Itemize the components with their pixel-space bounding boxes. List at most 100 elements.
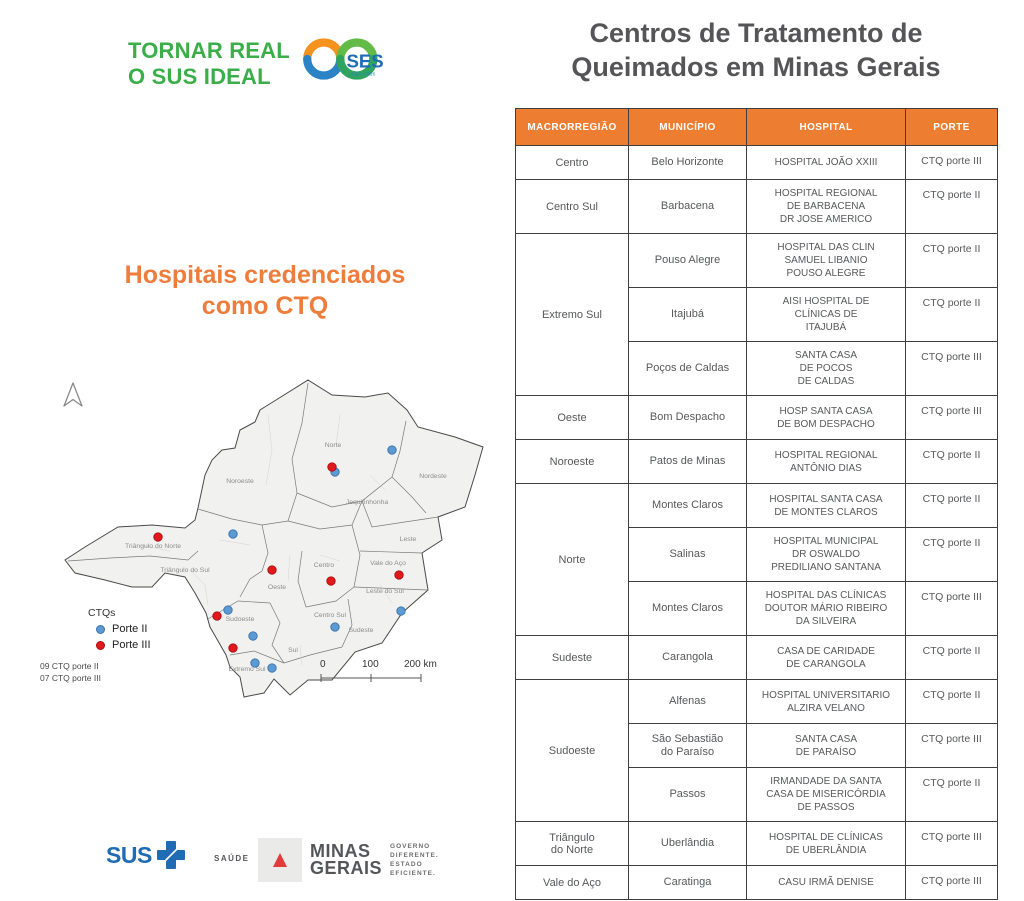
table-row: São Sebastião do Paraíso SANTA CASA DE PA… [516, 723, 998, 768]
sus-slogan: TORNAR REAL O SUS IDEAL [128, 38, 290, 90]
hospital-cell: HOSPITAL DAS CLÍNICAS DOUTOR MÁRIO RIBEI… [746, 581, 906, 636]
macroregion-cell: Vale do Aço [515, 865, 629, 900]
mg-triangle-icon: ▲ [258, 838, 302, 882]
table-row: Oeste Bom Despacho HOSP SANTA CASA DE BOM … [515, 395, 998, 440]
macroregion-cell: Centro [515, 145, 629, 180]
table-row: Centro Sul Barbacena HOSPITAL REGIONAL DE … [515, 179, 998, 234]
municipio-cell: Carangola [628, 635, 747, 680]
ctq-point [267, 565, 277, 575]
macroregion-cell: Triângulo do Norte [515, 821, 629, 866]
mg-wordmark: MINAS GERAIS [310, 841, 383, 878]
municipio-cell: Belo Horizonte [628, 145, 747, 180]
municipio-cell: Uberlândia [628, 821, 747, 866]
hospital-cell: AISI HOSPITAL DE CLÍNICAS DE ITAJUBÁ [746, 287, 906, 342]
ses-infinity-icon: SES 2023 - 2026 [303, 38, 384, 80]
table-row: Poços de Caldas SANTA CASA DE POCOS DE CA… [516, 341, 998, 396]
legend-title: CTQs [88, 607, 116, 619]
table-row: Norte Montes Claros HOSPITAL SANTA CASA DE… [515, 483, 998, 636]
municipio-cell: Patos de Minas [628, 439, 747, 484]
scale-200: 200 km [404, 659, 437, 670]
porte-cell: CTQ porte III [905, 145, 998, 180]
ctq-point [396, 606, 406, 616]
region-label: Jequitinhonha [346, 499, 389, 506]
municipio-cell: São Sebastião do Paraíso [628, 723, 747, 768]
ctq-point [330, 622, 340, 632]
hospital-cell: IRMANDADE DA SANTA CASA DE MISERICÓRDIA … [746, 767, 906, 822]
porte-cell: CTQ porte II [905, 767, 998, 822]
porte-cell: CTQ porte II [905, 287, 998, 342]
table-header-row: MACRORREGIÃO MUNICÍPIO HOSPITAL PORTE [515, 108, 998, 146]
north-arrow-icon [60, 379, 86, 409]
macroregion-cell: Centro Sul [515, 179, 629, 234]
porte-cell: CTQ porte II [905, 679, 998, 724]
col-header-municipio: MUNICÍPIO [628, 108, 747, 146]
municipio-cell: Alfenas [628, 679, 747, 724]
table-row: Passos IRMANDADE DA SANTA CASA DE MISERIC… [516, 767, 998, 822]
ctq-point [327, 462, 337, 472]
ctq-point [387, 445, 397, 455]
hospital-cell: HOSPITAL SANTA CASA DE MONTES CLAROS [746, 483, 906, 528]
mg-tagline: GOVERNO DIFERENTE. ESTADO EFICIENTE. [390, 843, 439, 877]
region-label: Triângulo do Sul [160, 567, 210, 574]
municipio-cell: Salinas [628, 527, 747, 582]
map-scalebar: 0 100 200 km [320, 659, 450, 689]
porte-iii-dot-icon [96, 640, 105, 650]
table-row: Extremo Sul Pouso Alegre HOSPITAL DAS CLIN… [515, 233, 998, 396]
municipio-cell: Bom Despacho [628, 395, 747, 440]
region-label: Triângulo do Norte [125, 543, 181, 550]
subregion-borders [139, 414, 393, 666]
scale-0: 0 [320, 659, 326, 670]
hospital-cell: HOSPITAL UNIVERSITARIO ALZIRA VELANO [746, 679, 906, 724]
hospital-cell: HOSPITAL REGIONAL ANTÔNIO DIAS [746, 439, 906, 484]
minas-gerais-logo: ▲ MINAS GERAIS GOVERNO DIFERENTE. ESTADO… [258, 838, 439, 882]
col-header-porte: PORTE [905, 108, 998, 146]
porte-cell: CTQ porte III [905, 821, 998, 866]
ses-years: 2023 - 2026 [351, 72, 376, 77]
count-porte3: 07 CTQ porte III [40, 673, 101, 683]
porte-cell: CTQ porte II [905, 527, 998, 582]
region-label: Vale do Aço [370, 560, 406, 567]
col-header-macrorregiao: MACRORREGIÃO [515, 108, 629, 146]
municipio-cell: Poços de Caldas [628, 341, 747, 396]
region-label: Sul [288, 647, 298, 654]
page-title: Centros de Tratamento de Queimados em Mi… [515, 16, 997, 84]
porte-cell: CTQ porte II [905, 635, 998, 680]
ctq-point [228, 643, 238, 653]
hospital-cell: CASU IRMÃ DENISE [746, 865, 906, 900]
table-row: Salinas HOSPITAL MUNICIPAL DR OSWALDO PRE… [516, 527, 998, 582]
municipio-cell: Caratinga [628, 865, 747, 900]
col-header-hospital: HOSPITAL [746, 108, 906, 146]
legend-item-porte3: Porte III [96, 639, 200, 651]
macroregion-cell: Extremo Sul [515, 233, 629, 396]
ctq-table: MACRORREGIÃO MUNICÍPIO HOSPITAL PORTE Ce… [515, 108, 998, 900]
ctq-point [223, 605, 233, 615]
hospital-cell: HOSPITAL DAS CLIN SAMUEL LIBANIO POUSO A… [746, 233, 906, 288]
ses-logo: SES 2023 - 2026 [292, 28, 402, 90]
region-labels: Noroeste Norte Nordeste Jequitinhonha Leste T… [125, 442, 447, 673]
count-porte2: 09 CTQ porte II [40, 661, 99, 671]
region-label: Centro Sul [314, 612, 347, 619]
sus-wordmark: SUS [106, 841, 152, 868]
ctq-point [250, 658, 260, 668]
ctq-point [212, 611, 222, 621]
hospital-cell: HOSPITAL JOÃO XXIII [746, 145, 906, 180]
porte-cell: CTQ porte III [905, 865, 998, 900]
hospital-cell: HOSP SANTA CASA DE BOM DESPACHO [746, 395, 906, 440]
map-title-line1: Hospitais credenciados [124, 261, 406, 289]
slogan-line2: O SUS IDEAL [128, 64, 271, 89]
ctq-point [326, 576, 336, 586]
municipio-cell: Barbacena [628, 179, 747, 234]
table-row: Sudoeste Alfenas HOSPITAL UNIVERSITARIO AL… [515, 679, 998, 822]
map-legend: CTQs Porte II Porte III 09 CTQ porte II … [40, 607, 200, 684]
porte-ii-dot-icon [96, 624, 105, 634]
macroregion-cell: Noroeste [515, 439, 629, 484]
ctq-point [267, 663, 277, 673]
scale-100: 100 [362, 659, 379, 670]
region-label: Sudeste [349, 627, 374, 634]
saude-label: SAÚDE [214, 854, 250, 863]
ctq-point [394, 570, 404, 580]
minas-gerais-map-svg: Noroeste Norte Nordeste Jequitinhonha Leste T… [64, 379, 484, 698]
municipio-cell: Montes Claros [628, 483, 747, 528]
table-row: Sudeste Carangola CASA DE CARIDADE DE CARA… [515, 635, 998, 680]
map-title-line2: como CTQ [201, 292, 329, 320]
